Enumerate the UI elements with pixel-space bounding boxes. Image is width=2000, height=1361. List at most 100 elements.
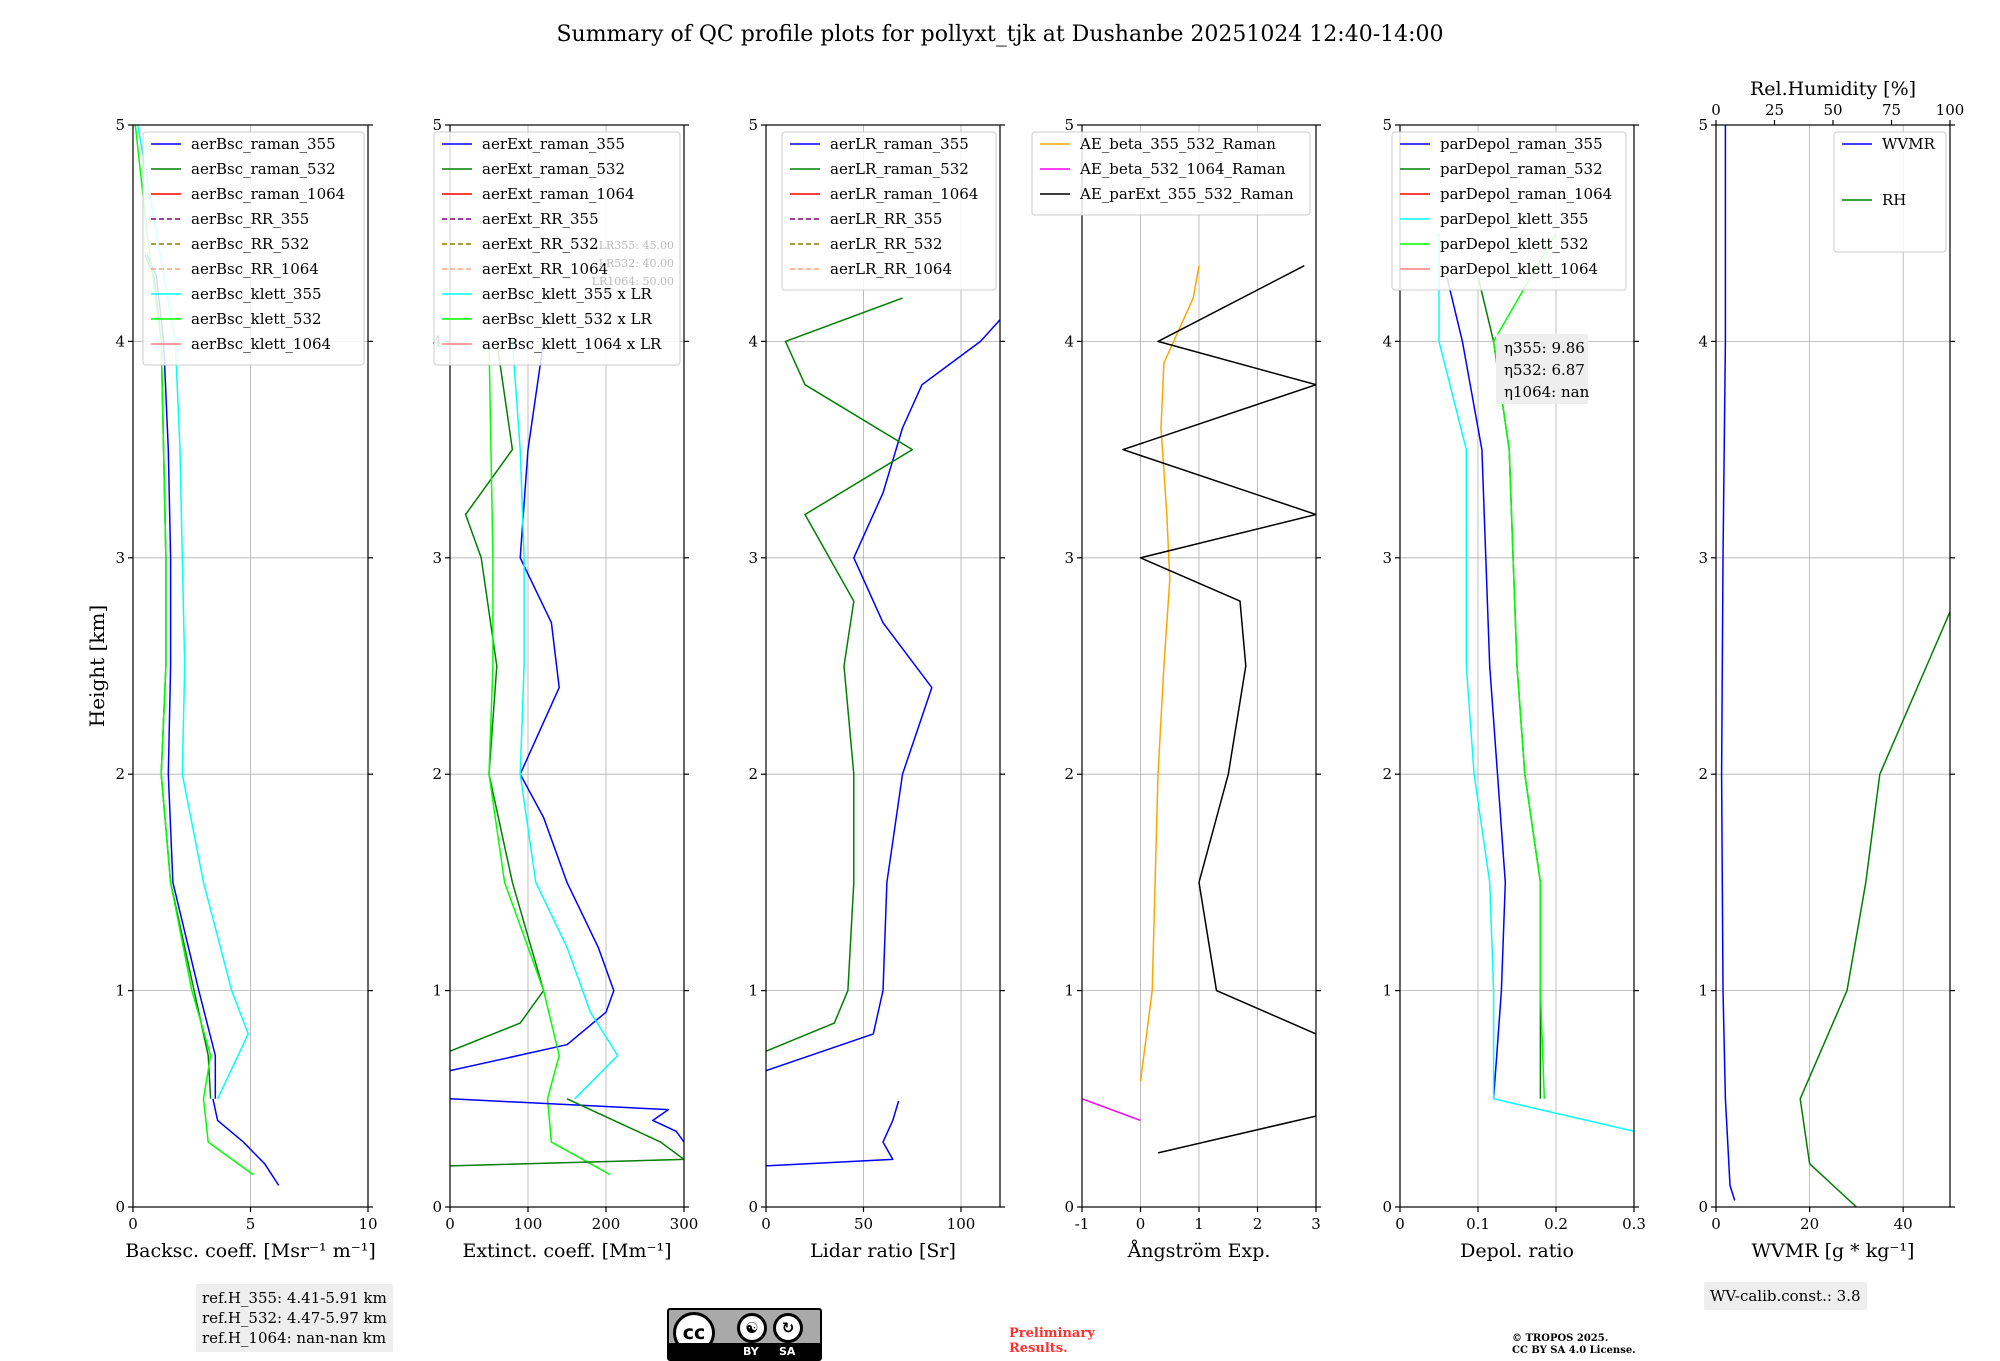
series-line <box>511 341 619 1100</box>
legend-box <box>781 131 997 291</box>
legend-label: parDepol_raman_355 <box>1440 135 1603 153</box>
legend: AE_beta_355_532_Raman AE_beta_532_1064_Ra… <box>1031 131 1311 216</box>
legend-label: aerBsc_klett_355 x LR <box>482 285 653 303</box>
legend: WVMR RH <box>1833 131 1947 253</box>
series-line <box>1446 276 1507 1099</box>
x-tick-label: 0 <box>128 1215 138 1233</box>
copyright-line2: CC BY SA 4.0 License. <box>1512 1345 1636 1356</box>
cc-sa-label: SA <box>779 1345 796 1358</box>
legend-label: aerLR_raman_532 <box>830 160 969 178</box>
x-tick-label: 5 <box>246 1215 256 1233</box>
x-tick-label: 200 <box>592 1215 621 1233</box>
x-tick-label: 3 <box>1311 1215 1321 1233</box>
y-tick-label: 3 <box>1698 549 1708 567</box>
y-tick-label: 0 <box>115 1198 125 1216</box>
series-line <box>766 1100 900 1167</box>
legend: aerExt_raman_355 aerExt_raman_532 aerExt_r… <box>433 131 681 366</box>
x-tick-label: 100 <box>514 1215 543 1233</box>
x-tick-label: -1 <box>1075 1215 1090 1233</box>
series-line <box>1122 265 1316 1154</box>
y-tick-label: 5 <box>1698 116 1708 134</box>
panel-wvmr_rh: 0 20 40 0 1 2 3 4 5 WVMR [g * kg⁻¹] 0 25 50 75 100 Rel.… <box>1698 78 1964 1262</box>
y-tick-label: 5 <box>1382 116 1392 134</box>
axes-frame <box>1399 124 1635 1208</box>
series-line <box>1139 265 1200 1082</box>
ref-height-355: ref.H_355: 4.41-5.91 km <box>202 1289 387 1307</box>
series-group <box>766 297 1000 1167</box>
x-tick-label: 300 <box>670 1215 699 1233</box>
y-tick-label: 1 <box>432 982 442 1000</box>
legend-label: aerExt_RR_532 <box>482 235 599 253</box>
preliminary-line1: Preliminary <box>1009 1326 1095 1341</box>
legend-label: aerLR_RR_355 <box>830 210 942 228</box>
legend-label: aerBsc_raman_1064 <box>191 185 345 203</box>
legend-box <box>142 131 365 366</box>
y-tick-label: 5 <box>115 116 125 134</box>
y-axis-label: Height [km] <box>85 605 109 727</box>
figure-title: Summary of QC profile plots for pollyxt_… <box>556 22 1444 47</box>
x-axis-label: WVMR [g * kg⁻¹] <box>1752 1240 1915 1262</box>
y-tick-label: 4 <box>1382 332 1392 350</box>
y-tick-label: 4 <box>1698 332 1708 350</box>
series-line <box>766 297 914 1052</box>
y-tick-label: 1 <box>1064 982 1074 1000</box>
x-tick-label: 40 <box>1894 1215 1913 1233</box>
cc-license-badge: cc ☯ ↻ BY SA <box>667 1308 822 1361</box>
x2-tick-label: 75 <box>1882 101 1901 119</box>
x-tick-label: 20 <box>1800 1215 1819 1233</box>
x-tick-label: 1 <box>1194 1215 1204 1233</box>
y-tick-label: 3 <box>1064 549 1074 567</box>
eta-label: η355: 9.86 <box>1504 339 1585 357</box>
y-tick-label: 1 <box>1698 982 1708 1000</box>
lr-label: LR355: 45.00 <box>599 239 674 252</box>
ref-height-532: ref.H_532: 4.47-5.97 km <box>202 1309 387 1327</box>
x-tick-label: 0 <box>761 1215 771 1233</box>
panel-depolarization: 0 0.1 0.2 0.3 0 1 2 3 4 5 Depol. ratio parDepol_ram… <box>1382 116 1645 1262</box>
x2-axis-label: Rel.Humidity [%] <box>1750 78 1916 100</box>
series-group <box>450 341 684 1176</box>
y-tick-label: 0 <box>748 1198 758 1216</box>
ref-height-1064: ref.H_1064: nan-nan km <box>202 1329 387 1347</box>
series-line <box>146 254 217 1099</box>
wv-calib-label: WV-calib.const.: 3.8 <box>1710 1287 1861 1305</box>
legend-label: aerBsc_klett_532 x LR <box>482 310 653 328</box>
panel-lidar_ratio: 0 50 100 0 1 2 3 4 5 Lidar ratio [Sr] aerLR_raman_… <box>748 116 1005 1262</box>
legend: aerLR_raman_355 aerLR_raman_532 aerLR_rama… <box>781 131 997 291</box>
legend-label: aerBsc_RR_1064 <box>191 260 319 278</box>
y-tick-label: 2 <box>1698 765 1708 783</box>
legend-label: aerBsc_klett_532 <box>191 310 322 328</box>
preliminary-line2: Results. <box>1009 1341 1068 1356</box>
series-line <box>1082 1098 1141 1122</box>
y-tick-label: 2 <box>748 765 758 783</box>
x2-tick-label: 25 <box>1765 101 1784 119</box>
legend-label: AE_beta_355_532_Raman <box>1079 135 1276 153</box>
legend-label: parDepol_raman_532 <box>1440 160 1603 178</box>
y-tick-label: 3 <box>115 549 125 567</box>
legend-label: aerLR_raman_1064 <box>830 185 978 203</box>
y-tick-label: 0 <box>1064 1198 1074 1216</box>
x-tick-label: 100 <box>947 1215 976 1233</box>
x-tick-label: 0 <box>1711 1215 1721 1233</box>
series-line <box>212 1098 280 1186</box>
legend-label: parDepol_klett_532 <box>1440 235 1589 253</box>
legend-label: aerBsc_raman_355 <box>191 135 336 153</box>
axes-frame <box>449 124 685 1208</box>
x-tick-label: 0 <box>445 1215 455 1233</box>
y-tick-label: 5 <box>432 116 442 134</box>
y-tick-label: 2 <box>1064 765 1074 783</box>
x-tick-label: 10 <box>358 1215 377 1233</box>
ref-heights-box: ref.H_355: 4.41-5.91 km ref.H_532: 4.47-… <box>196 1284 393 1352</box>
axes-frame <box>765 124 1001 1208</box>
eta-label: η1064: nan <box>1504 383 1590 401</box>
x-tick-label: 50 <box>854 1215 873 1233</box>
series-line <box>1438 233 1634 1133</box>
legend-label: aerExt_RR_1064 <box>482 260 608 278</box>
preliminary-notice: Preliminary Results. <box>1009 1326 1095 1356</box>
legend-label: aerLR_RR_1064 <box>830 260 952 278</box>
legend-label: AE_beta_532_1064_Raman <box>1079 160 1286 178</box>
y-tick-label: 1 <box>1382 982 1392 1000</box>
legend-label: aerBsc_raman_532 <box>191 160 336 178</box>
series-line <box>488 341 611 1176</box>
y-tick-label: 4 <box>1064 332 1074 350</box>
